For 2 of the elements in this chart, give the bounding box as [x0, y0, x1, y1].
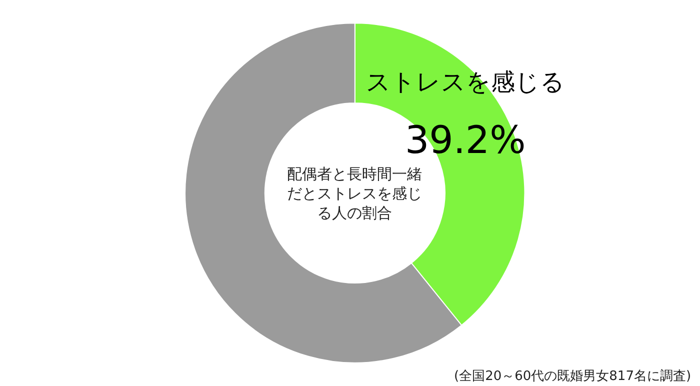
- text: (全国20～60代の既婚男女817名に調査): [454, 369, 692, 384]
- text: 配偶者と長時間一緒だとストレスを感じる人の割合: [287, 165, 422, 222]
